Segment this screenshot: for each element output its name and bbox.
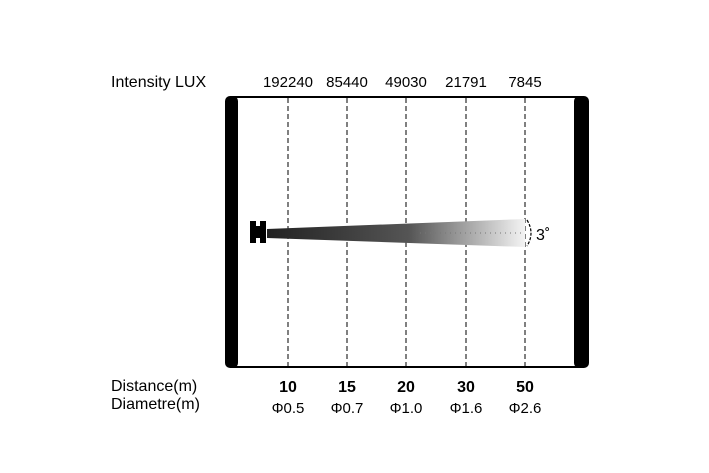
fixture-icon [250, 221, 266, 243]
lux-value: 21791 [445, 74, 487, 91]
angle-arc [526, 219, 532, 247]
distance-value: 20 [397, 379, 415, 396]
distance-label: Distance(m) [111, 378, 197, 395]
diameter-value: Φ0.7 [331, 400, 364, 417]
diameter-value: Φ1.6 [450, 400, 483, 417]
right-wall [574, 96, 589, 368]
diameter-label: Diametre(m) [111, 396, 200, 413]
distance-value: 15 [338, 379, 356, 396]
lux-value: 49030 [385, 74, 427, 91]
diameter-value: Φ1.0 [390, 400, 423, 417]
distance-value: 10 [279, 379, 297, 396]
light-beam [267, 219, 525, 247]
intensity-label: Intensity LUX [111, 74, 206, 91]
lux-value: 192240 [263, 74, 313, 91]
frame [225, 96, 589, 368]
left-wall [225, 96, 238, 368]
lux-value: 7845 [508, 74, 541, 91]
distance-value: 50 [516, 379, 534, 396]
distance-value: 30 [457, 379, 475, 396]
diameter-value: Φ0.5 [272, 400, 305, 417]
diameter-value: Φ2.6 [509, 400, 542, 417]
beam-angle-label: 3˚ [536, 227, 550, 244]
lux-value: 85440 [326, 74, 368, 91]
